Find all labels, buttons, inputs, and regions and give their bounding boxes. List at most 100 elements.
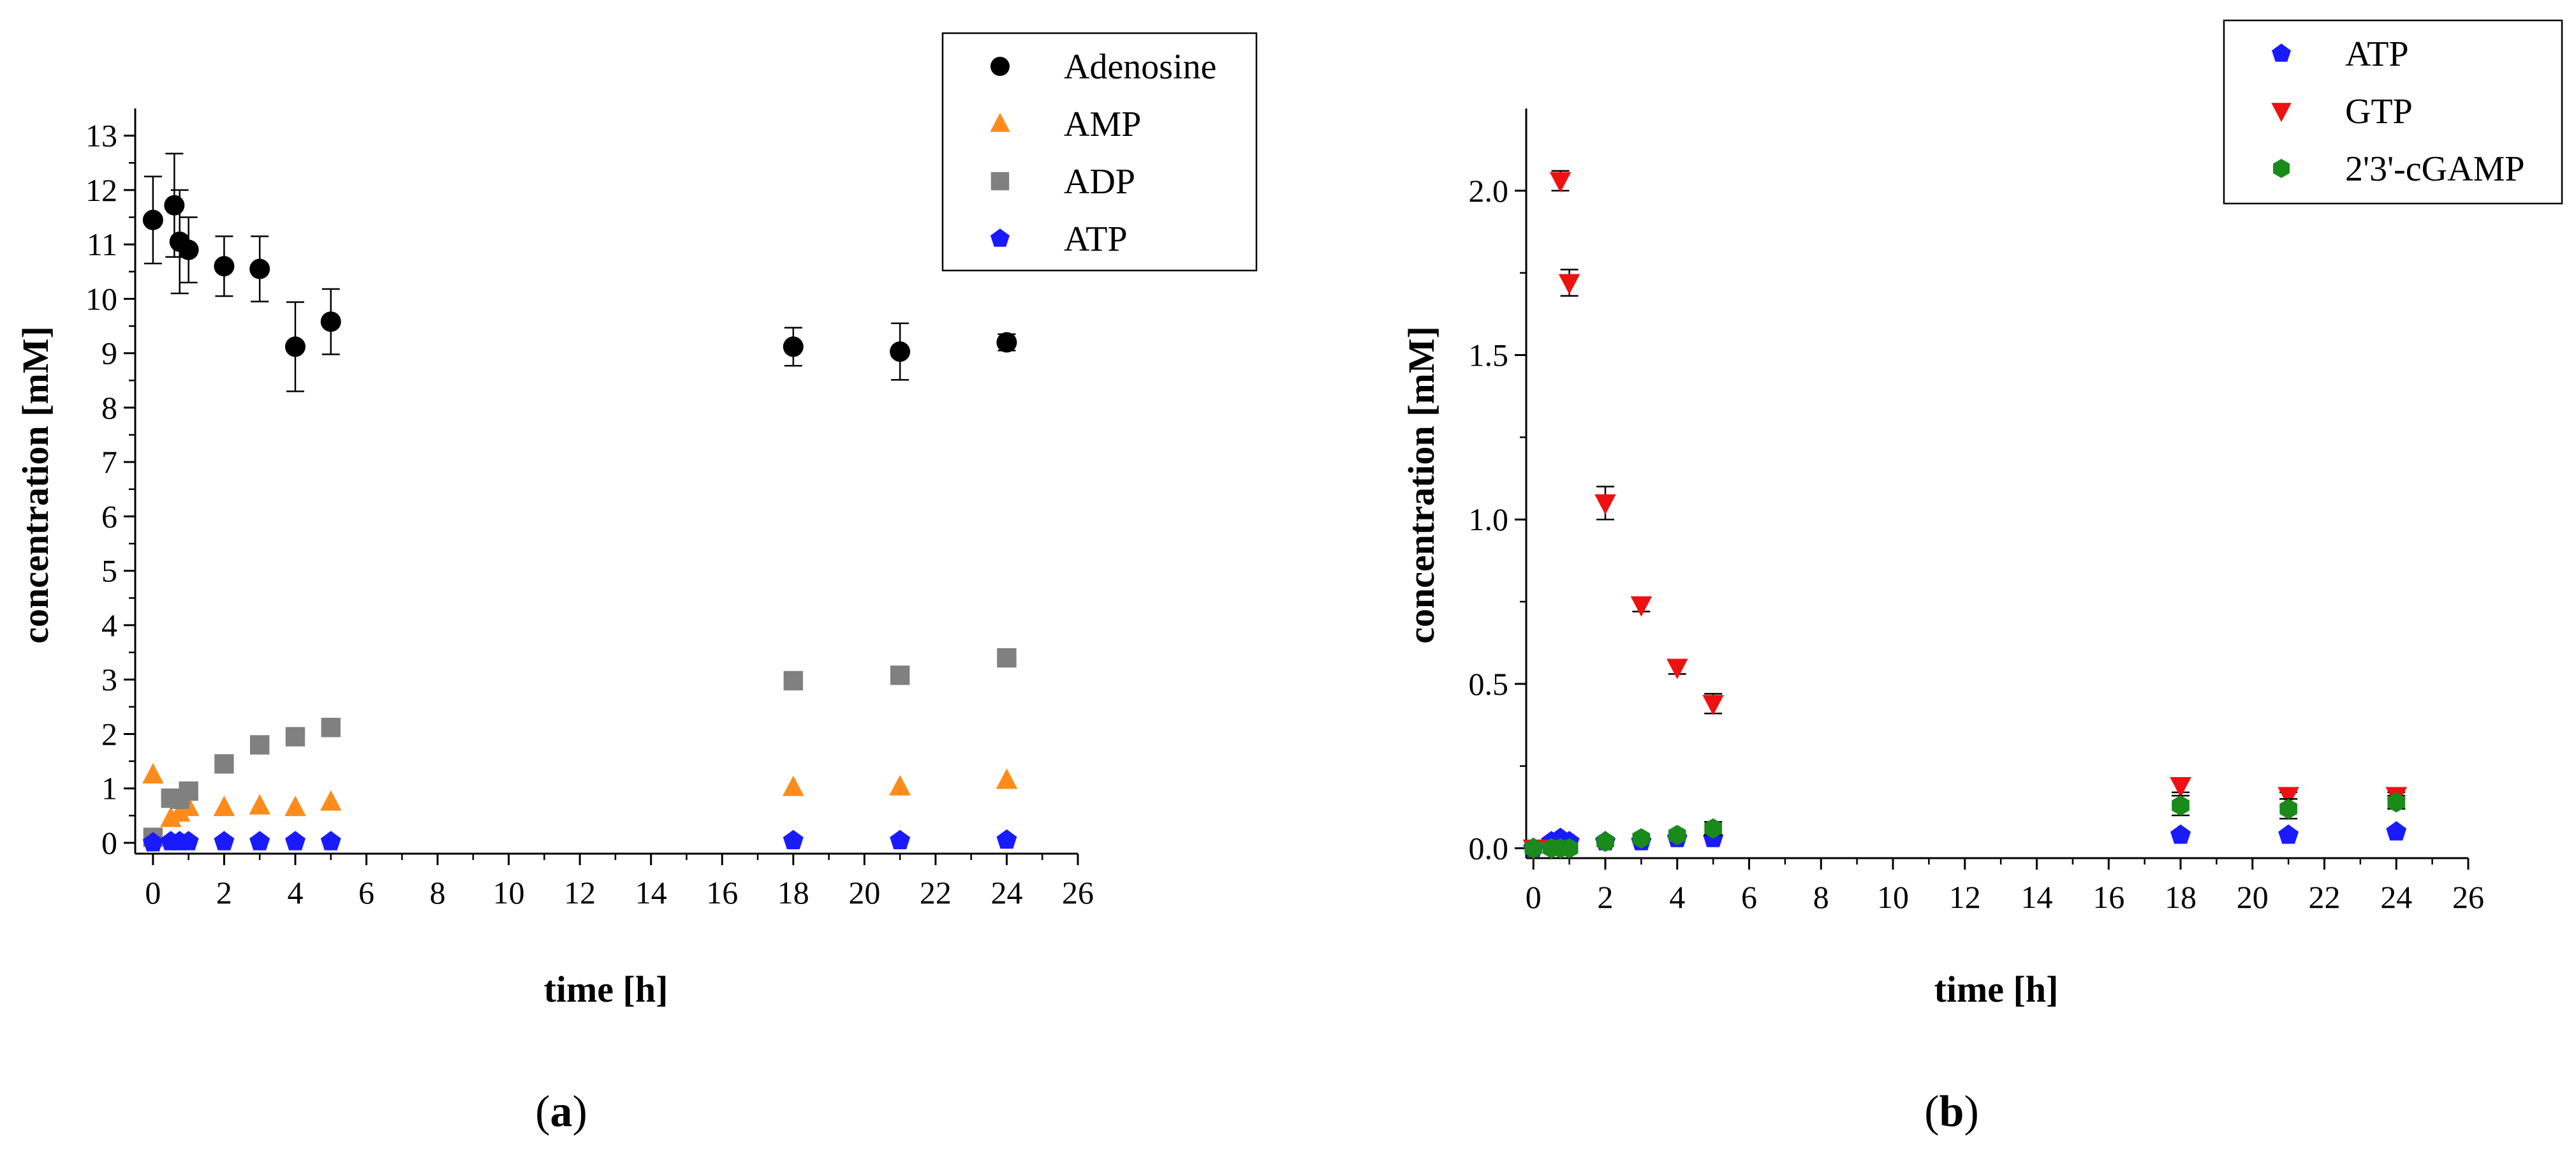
panel-b-point	[2387, 792, 2406, 813]
panel-b-y-tick-label: 1.0	[1469, 501, 1509, 537]
panel-b-y-axis-title: concentration [mM]	[1401, 326, 1442, 644]
panel-a-point	[250, 735, 270, 755]
panel-a-legend-label: ADP	[1064, 162, 1135, 202]
panel-b-y-tick-label: 0.5	[1469, 666, 1509, 702]
panel-b-point	[1667, 658, 1688, 679]
panel-b-x-tick-label: 14	[2021, 879, 2053, 915]
panel-b-x-tick-label: 12	[1949, 879, 1981, 915]
panel-b-point	[1524, 838, 1543, 859]
panel-a-y-tick-label: 13	[85, 118, 117, 154]
panel-a-legend-marker	[990, 228, 1010, 247]
panel-b-x-tick-label: 2	[1598, 879, 1614, 915]
panel-b-plot-area: 0 2 4 6 8 10 12 14 16 18 20 22 24 260.00.51.01.52.0	[1469, 108, 2484, 915]
panel-a-series-adp	[143, 648, 1017, 847]
panel-a-point	[321, 718, 341, 738]
panel-a-point	[890, 665, 910, 685]
panel-a-point	[996, 768, 1018, 789]
panel-a-point	[890, 341, 911, 362]
panel-b-x-tick-label: 18	[2165, 879, 2197, 915]
panel-a-y-tick-label: 6	[101, 498, 117, 534]
panel-b-point	[1560, 838, 1579, 859]
panel-b-series-gtp	[1522, 170, 2408, 860]
panel-a-point	[249, 831, 270, 850]
panel-a-y-tick-label: 10	[85, 281, 117, 316]
panel-b-point	[1702, 695, 1724, 716]
panel-a-y-tick-label: 4	[101, 607, 117, 643]
panel-a-point	[179, 781, 198, 801]
panel-a-plot-area: 0 2 4 6 8 10 12 14 16 18 20 22 24 2601234567891011121…	[85, 108, 1094, 910]
panel-b-x-tick-label: 26	[2452, 879, 2484, 915]
panel-b-point	[2386, 821, 2407, 841]
panel-a-point	[249, 794, 270, 815]
panel-a-x-tick-label: 10	[493, 875, 525, 910]
panel-b-point	[1558, 274, 1580, 295]
panel-a-x-tick-label: 14	[635, 875, 667, 910]
panel-a-y-tick-label: 1	[101, 771, 117, 806]
panel-b-point	[2170, 824, 2191, 844]
panel-a-series-amp	[142, 763, 1018, 828]
panel-b-series-atp	[1523, 821, 2407, 857]
panel-a-y-tick-label: 7	[101, 444, 117, 480]
panel-a-y-tick-label: 9	[101, 336, 117, 371]
panel-a-legend-marker	[990, 112, 1010, 132]
panel-a-x-tick-label: 26	[1062, 875, 1094, 910]
panel-b: 0 2 4 6 8 10 12 14 16 18 20 22 24 260.00.51.01.52.0 t…	[1401, 19, 2563, 1136]
panel-a-series-atp	[142, 829, 1017, 852]
panel-b-y-tick-label: 0.0	[1469, 831, 1509, 866]
panel-a-point	[997, 648, 1017, 668]
panel-a-y-axis-title: concentration [mM]	[15, 326, 56, 644]
panel-b-y-tick-label: 2.0	[1469, 173, 1509, 209]
panel-a-y-tick-label: 5	[101, 553, 117, 589]
panel-b-point	[1704, 818, 1722, 839]
panel-a-x-tick-label: 6	[358, 875, 374, 910]
panel-b-legend-marker	[2271, 103, 2292, 122]
panel-a-y-tick-label: 2	[101, 716, 117, 752]
panel-b-x-tick-label: 16	[2093, 879, 2124, 915]
panel-b-series-2-3-cgamp	[1524, 792, 2406, 859]
panel-b-x-tick-label: 0	[1526, 879, 1542, 915]
panel-b-legend-marker	[2273, 159, 2290, 178]
panel-b-point	[2172, 795, 2190, 816]
panel-a-point	[142, 209, 163, 230]
panel-a-point	[249, 258, 270, 279]
panel-a-y-tick-label: 8	[101, 390, 117, 426]
panel-a-label: (a)	[535, 1087, 587, 1136]
panel-b-point	[1632, 828, 1651, 849]
panel-a-y-tick-label: 0	[101, 825, 117, 861]
panel-b-letter: b	[1939, 1087, 1964, 1136]
panel-a-x-tick-label: 12	[564, 875, 596, 910]
panel-a-point	[783, 336, 804, 357]
panel-a-legend-marker	[990, 172, 1010, 191]
panel-a-y-tick-label: 3	[101, 662, 117, 697]
panel-a-x-tick-label: 24	[990, 875, 1022, 910]
panel-b-legend-label: 2'3'-cGAMP	[2345, 149, 2525, 189]
panel-a-point	[168, 801, 191, 822]
panel-a-point	[214, 831, 235, 850]
panel-a-point	[178, 239, 199, 260]
panel-b-x-axis-title: time [h]	[1934, 969, 2059, 1010]
panel-b-point	[2279, 798, 2297, 819]
panel-a-x-tick-label: 18	[777, 875, 809, 910]
panel-a-point	[213, 796, 235, 817]
panel-a-point	[320, 831, 341, 850]
panel-a-series-adenosine	[142, 152, 1017, 392]
panel-b-x-tick-label: 6	[1741, 879, 1757, 915]
panel-a-point	[214, 256, 235, 277]
panel-a-x-tick-label: 2	[216, 875, 232, 910]
panel-a-legend: Adenosine AMP ADP ATP	[941, 32, 1258, 272]
panel-b-y-tick-label: 1.5	[1469, 338, 1509, 373]
panel-b-x-tick-label: 22	[2309, 879, 2341, 915]
panel-a-legend-label: ATP	[1064, 219, 1128, 259]
panel-a-point	[320, 790, 342, 811]
panel-a-x-axis-title: time [h]	[544, 969, 668, 1010]
panel-b-label: (b)	[1924, 1087, 1979, 1136]
panel-a-point	[996, 829, 1017, 849]
panel-a-point	[164, 195, 185, 216]
panel-a-point	[284, 336, 305, 357]
panel-a-point	[214, 754, 234, 774]
panel-b-x-tick-label: 10	[1877, 879, 1909, 915]
panel-a-point	[783, 829, 804, 850]
panel-a-legend-label: Adenosine	[1064, 47, 1217, 87]
panel-a-point	[783, 775, 804, 796]
panel-b-point	[1668, 824, 1686, 845]
